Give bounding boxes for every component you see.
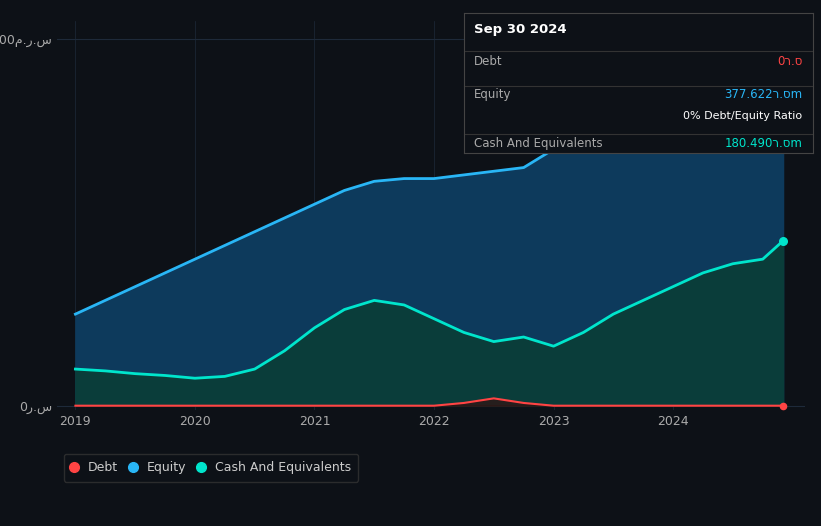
- Legend: Debt, Equity, Cash And Equivalents: Debt, Equity, Cash And Equivalents: [64, 454, 358, 482]
- Point: [777, 55, 790, 64]
- Text: 377.622ר.סm: 377.622ר.סm: [724, 88, 802, 102]
- Text: 180.490ר.סm: 180.490ר.סm: [724, 137, 802, 150]
- Text: Equity: Equity: [475, 88, 511, 102]
- Text: Sep 30 2024: Sep 30 2024: [475, 23, 567, 36]
- Text: Cash And Equivalents: Cash And Equivalents: [475, 137, 603, 150]
- Point: [777, 401, 790, 410]
- Text: 0% Debt/Equity Ratio: 0% Debt/Equity Ratio: [683, 111, 802, 121]
- Point: [777, 237, 790, 245]
- Text: 0ר.ס: 0ר.ס: [777, 55, 802, 68]
- Text: Debt: Debt: [475, 55, 503, 68]
